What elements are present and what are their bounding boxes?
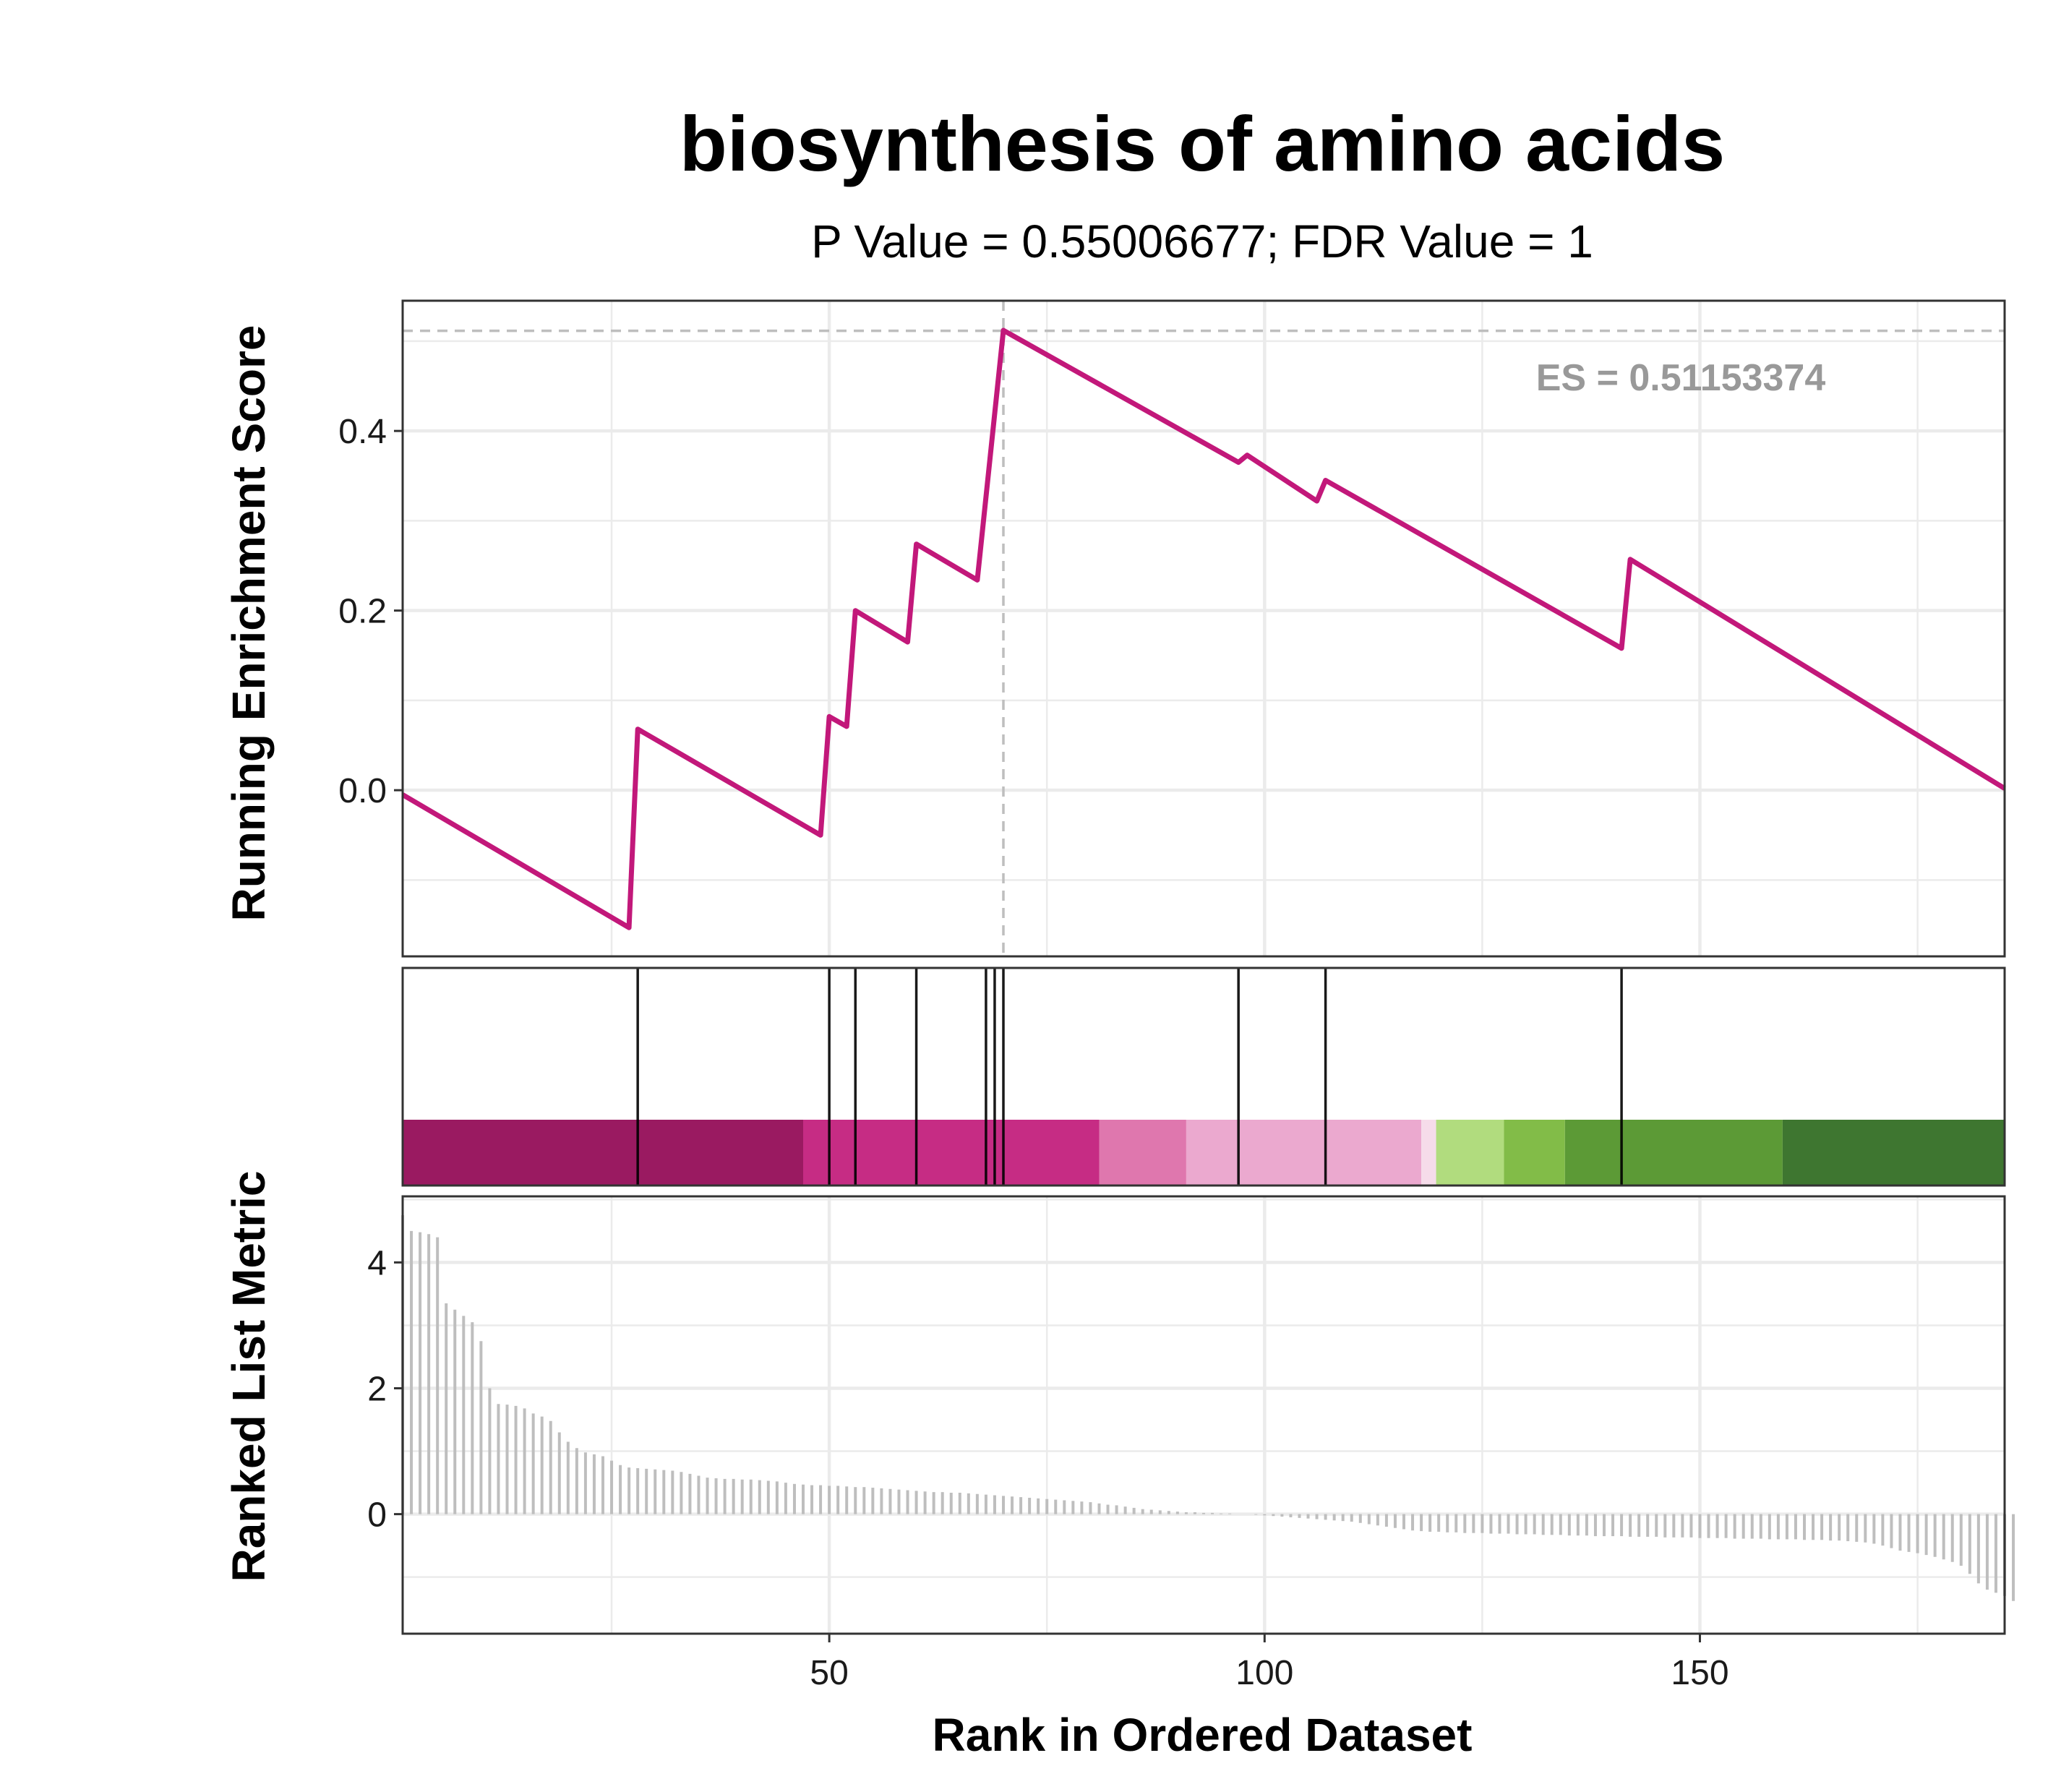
ranked-list-panel: 0 2 4 <box>367 1195 2015 1635</box>
color-bar-segment <box>803 1120 1100 1186</box>
x-tick-label: 100 <box>1235 1654 1293 1692</box>
chart-title: biosynthesis of amino acids <box>680 100 1725 187</box>
color-bar-segment <box>1564 1120 1783 1186</box>
x-tick-label: 50 <box>810 1654 848 1692</box>
y-tick-label: 0.4 <box>338 413 387 451</box>
running-es-panel: ES = 0.51153374 0.0 0.2 0.4 <box>338 299 2006 958</box>
y-tick-label: 0.0 <box>338 772 387 810</box>
color-bar-segment <box>1782 1120 2005 1186</box>
es-annotation: ES = 0.51153374 <box>1536 357 1826 399</box>
panel-border <box>401 1195 2006 1635</box>
y-tick-label: 4 <box>367 1244 387 1282</box>
color-bar-segment <box>1099 1120 1186 1186</box>
x-axis: 50 100 150 <box>810 1634 1729 1692</box>
y-tick-label: 2 <box>367 1371 387 1409</box>
y-tick-label: 0 <box>367 1496 387 1535</box>
panel-border <box>401 299 2006 958</box>
x-axis-label: Rank in Ordered Dataset <box>933 1709 1473 1761</box>
hits-panel <box>401 966 2006 1187</box>
color-bar-segment <box>1421 1120 1436 1186</box>
y-tick-label: 0.2 <box>338 593 387 631</box>
color-bar-segment <box>403 1120 803 1186</box>
color-bar-segment <box>1186 1120 1422 1186</box>
running-es-ylabel: Running Enrichment Score <box>223 325 275 922</box>
color-bar-segment <box>1436 1120 1504 1186</box>
x-tick-label: 150 <box>1671 1654 1728 1692</box>
color-bar-segment <box>1504 1120 1565 1186</box>
panel-border <box>401 966 2006 1187</box>
ranked-list-ylabel: Ranked List Metric <box>223 1170 275 1582</box>
chart-subtitle: P Value = 0.55006677; FDR Value = 1 <box>811 215 1593 267</box>
running-es-line <box>401 327 2006 930</box>
